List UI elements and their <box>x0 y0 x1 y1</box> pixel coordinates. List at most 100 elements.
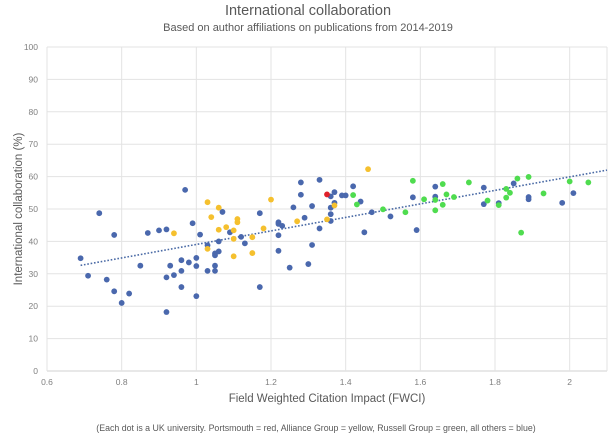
data-point <box>432 197 439 203</box>
data-point <box>260 225 267 232</box>
chart-footnote: (Each dot is a UK university. Portsmouth… <box>96 423 535 433</box>
data-point <box>361 229 368 236</box>
data-point <box>171 230 177 237</box>
y-tick-label: 50 <box>29 204 39 214</box>
x-axis-label: Field Weighted Citation Impact (FWCI) <box>229 393 426 405</box>
data-point <box>219 209 226 215</box>
data-point <box>585 179 592 186</box>
data-point <box>193 293 200 300</box>
data-point <box>503 194 510 201</box>
x-tick-label: 1.8 <box>489 377 501 387</box>
y-tick-label: 90 <box>29 74 39 84</box>
data-point <box>324 191 330 198</box>
data-point <box>275 232 282 239</box>
data-point <box>570 190 577 197</box>
data-point <box>204 199 211 206</box>
data-point <box>309 203 315 209</box>
series-russell-group <box>350 174 592 236</box>
data-point <box>279 222 286 229</box>
x-tick-label: 0.8 <box>116 377 128 387</box>
data-point <box>212 267 218 274</box>
data-point <box>305 261 312 267</box>
data-point <box>484 197 491 204</box>
chart-subtitle: Based on author affiliations on publicat… <box>163 22 453 34</box>
y-tick-label: 40 <box>29 236 39 246</box>
data-point <box>256 210 263 217</box>
data-point <box>193 263 200 269</box>
data-point <box>215 226 222 233</box>
data-point <box>171 272 177 278</box>
y-axis-ticks: 0 10 20 30 40 50 60 70 80 90 100 <box>24 42 38 376</box>
data-point <box>286 264 293 271</box>
data-point <box>118 300 125 306</box>
data-point <box>126 290 133 297</box>
y-tick-label: 10 <box>29 334 39 344</box>
data-point <box>204 267 211 274</box>
data-point <box>439 201 446 208</box>
data-point <box>451 194 457 200</box>
data-point <box>249 250 256 256</box>
data-point <box>85 272 91 279</box>
data-point <box>297 179 304 186</box>
data-point <box>525 174 532 180</box>
data-point <box>566 178 573 185</box>
data-point <box>178 257 185 264</box>
data-point <box>230 235 237 242</box>
data-point <box>163 309 170 315</box>
data-point <box>327 211 334 218</box>
trendline <box>80 169 608 267</box>
data-point <box>234 219 241 226</box>
data-point <box>510 180 517 187</box>
data-point <box>230 227 237 234</box>
data-point <box>409 177 416 184</box>
series-alliance-group <box>171 166 371 260</box>
data-point <box>189 220 196 227</box>
data-points <box>77 166 592 315</box>
data-point <box>230 253 237 260</box>
data-point <box>518 229 525 236</box>
data-point <box>197 231 203 238</box>
data-point <box>163 226 170 233</box>
data-point <box>215 238 222 245</box>
data-point <box>331 202 338 209</box>
data-point <box>103 276 110 283</box>
data-point <box>96 210 103 217</box>
data-point <box>301 214 308 221</box>
data-point <box>368 209 375 216</box>
data-point <box>421 196 427 203</box>
data-point <box>465 179 472 186</box>
data-point <box>331 189 338 196</box>
chart-title: International collaboration <box>225 3 391 19</box>
x-tick-label: 1.2 <box>265 377 277 387</box>
data-point <box>432 207 439 214</box>
data-point <box>365 166 371 173</box>
x-tick-label: 1 <box>194 377 199 387</box>
data-point <box>212 262 218 269</box>
data-point <box>540 190 547 197</box>
data-point <box>238 233 245 240</box>
data-point <box>256 284 263 290</box>
data-point <box>144 230 151 236</box>
data-point <box>163 274 170 281</box>
data-point <box>324 216 330 223</box>
y-axis-label: International collaboration (%) <box>13 132 25 285</box>
data-point <box>380 206 386 213</box>
data-point <box>215 204 222 211</box>
data-point <box>525 196 532 203</box>
series-portsmouth <box>324 191 330 198</box>
data-point <box>193 255 200 261</box>
y-tick-label: 100 <box>24 42 38 52</box>
y-tick-label: 20 <box>29 301 39 311</box>
data-point <box>514 175 521 182</box>
data-point <box>409 194 416 201</box>
x-tick-label: 2 <box>567 377 572 387</box>
data-point <box>495 202 502 209</box>
y-tick-label: 30 <box>29 269 39 279</box>
x-tick-label: 1.4 <box>340 377 352 387</box>
data-point <box>559 199 566 206</box>
data-point <box>290 204 297 211</box>
data-point <box>167 262 174 269</box>
data-point <box>268 196 274 203</box>
series-all-others <box>77 176 577 315</box>
data-point <box>507 189 513 196</box>
